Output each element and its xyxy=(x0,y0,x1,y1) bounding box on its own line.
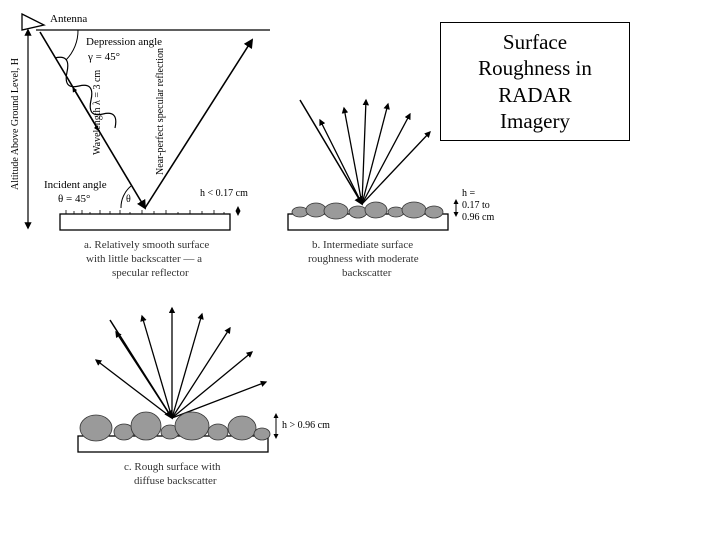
incident-label: Incident angle xyxy=(44,179,107,191)
caption-a2: with little backscatter — a xyxy=(86,253,202,265)
panel-c: h > 0.96 cm xyxy=(78,308,330,452)
title-line-4: Imagery xyxy=(451,108,619,134)
title-line-1: Surface xyxy=(451,29,619,55)
gamma-label: γ = 45° xyxy=(87,51,120,63)
h-c-label: h > 0.96 cm xyxy=(282,420,330,431)
depression-arc xyxy=(66,30,78,60)
h-b1: h = xyxy=(462,188,476,199)
theta-label: θ = 45° xyxy=(58,193,90,205)
caption-b3: backscatter xyxy=(342,267,392,279)
antenna-group: Antenna xyxy=(22,13,87,30)
caption-b2: roughness with moderate xyxy=(308,253,419,265)
title-line-3: RADAR xyxy=(451,82,619,108)
caption-c1: c. Rough surface with xyxy=(124,461,221,473)
h-b2: 0.17 to xyxy=(462,200,490,211)
h-a-label: h < 0.17 cm xyxy=(200,188,248,199)
caption-b1: b. Intermediate surface xyxy=(312,239,413,251)
caption-c2: diffuse backscatter xyxy=(134,475,217,487)
h-b3: 0.96 cm xyxy=(462,212,494,223)
caption-a3: specular reflector xyxy=(112,267,189,279)
wavelength-label: Wavelength λ = 3 cm xyxy=(92,70,103,155)
depression-label: Depression angle xyxy=(86,36,162,48)
title-box: Surface Roughness in RADAR Imagery xyxy=(440,22,630,141)
title-line-2: Roughness in xyxy=(451,55,619,81)
altitude-label: Altitude Above Ground Level, H xyxy=(10,58,21,190)
caption-a1: a. Relatively smooth surface xyxy=(84,239,209,251)
near-specular-label: Near-perfect specular reflection xyxy=(155,48,166,175)
antenna-label: Antenna xyxy=(50,13,87,25)
svg-text:θ: θ xyxy=(126,194,131,205)
